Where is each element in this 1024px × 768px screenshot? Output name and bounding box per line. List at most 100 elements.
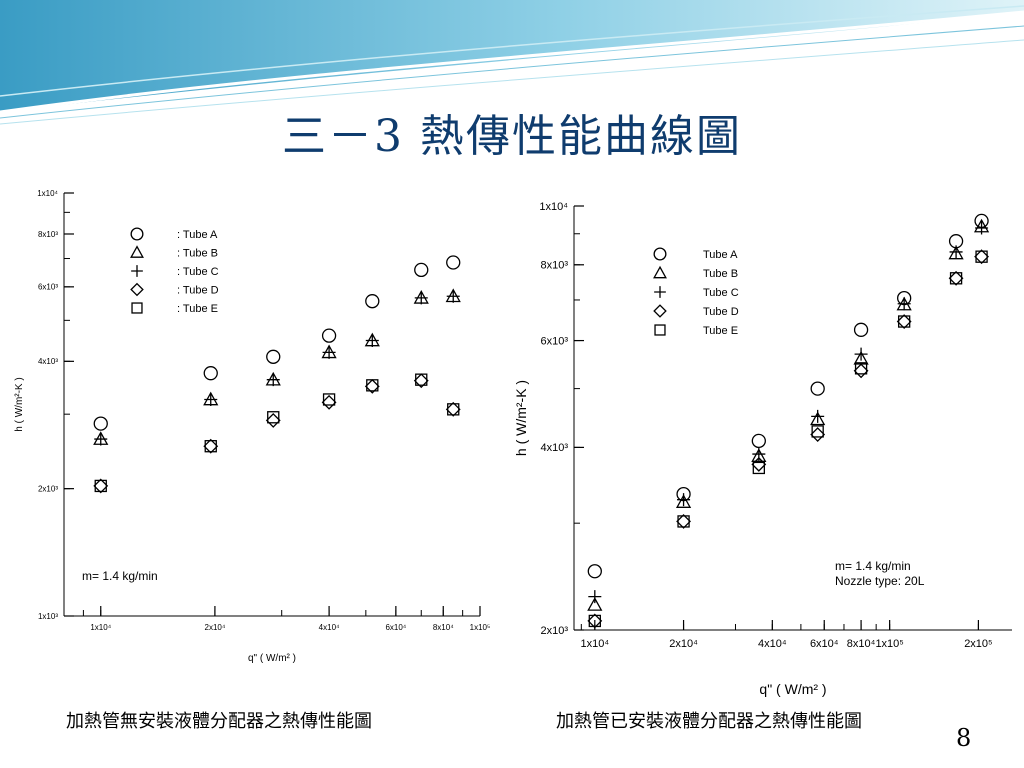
- x-tick-label: 4x10⁴: [758, 638, 787, 650]
- x-tick-label: 1x10⁴: [581, 638, 610, 650]
- data-point: [445, 401, 461, 417]
- data-point: [203, 366, 218, 381]
- legend-label: Tube C: [703, 287, 739, 299]
- caption-left: 加熱管無安裝液體分配器之熱傳性能圖: [66, 711, 372, 732]
- data-point: [93, 478, 109, 494]
- y-tick-label: 1x10⁴: [539, 201, 568, 213]
- chart-annotation: Nozzle type: 20L: [835, 574, 925, 588]
- data-point: [322, 345, 336, 359]
- slide-header-banner: [0, 0, 1024, 130]
- data-point: [94, 479, 107, 493]
- data-point: [321, 328, 337, 343]
- data-point: [365, 294, 380, 309]
- data-point: [975, 221, 989, 235]
- legend-marker: [654, 324, 666, 336]
- data-point: [677, 493, 691, 507]
- x-tick-label: 6x10⁴: [810, 638, 839, 650]
- legend-label: Tube D: [703, 306, 739, 318]
- data-point: [446, 289, 460, 303]
- data-point: [447, 403, 460, 416]
- y-tick-label: 2x10³: [540, 625, 568, 637]
- data-point: [896, 314, 912, 329]
- x-axis-label: q" ( W/m² ): [759, 681, 826, 697]
- data-point: [587, 564, 602, 579]
- y-tick-label: 6x10³: [540, 335, 568, 347]
- data-point: [588, 590, 602, 604]
- data-point: [974, 249, 989, 265]
- series-triangle: [93, 288, 461, 445]
- data-point: [897, 315, 911, 328]
- data-point: [587, 597, 603, 611]
- chart-left-svg: 1x10³ 2x10³ 4x10³ 6x10³ 8x10³ 1x10⁴ 1x10⁴ 2x10⁴…: [14, 189, 491, 664]
- x-tick-label: 2x10⁴: [205, 623, 226, 632]
- data-point: [266, 349, 281, 364]
- data-point: [677, 515, 690, 528]
- y-tick-label: 8x10³: [540, 260, 568, 272]
- x-tick-label: 1x10⁵: [875, 638, 903, 650]
- data-point: [414, 291, 428, 305]
- data-point: [265, 412, 281, 428]
- legend-marker: [130, 227, 144, 241]
- x-tick-label: 6x10⁴: [385, 623, 406, 632]
- chart-right-svg: 2x10³ 4x10³ 6x10³ 8x10³ 1x10⁴ 1x10⁴ 2x10⁴ 4x10⁴…: [513, 201, 1012, 697]
- series-square: [588, 250, 988, 628]
- data-point: [897, 297, 911, 311]
- y-tick-label: 8x10³: [38, 230, 58, 239]
- slide-title: 三－3 熱傳性能曲線圖: [282, 111, 742, 162]
- series-diamond: [587, 249, 989, 629]
- series-diamond: [93, 373, 461, 494]
- legend-label: : Tube C: [177, 266, 219, 278]
- data-point: [810, 381, 825, 396]
- data-point: [93, 416, 108, 431]
- data-point: [949, 272, 963, 285]
- series-plus: [94, 289, 460, 446]
- legend-marker: [654, 286, 666, 298]
- y-tick-label: 4x10³: [38, 357, 58, 366]
- legend-marker: [130, 245, 144, 258]
- chart-without-distributor: 1x10³ 2x10³ 4x10³ 6x10³ 8x10³ 1x10⁴ 1x10⁴ 2x10⁴…: [0, 183, 498, 668]
- series-plus: [588, 221, 989, 604]
- x-axis-label: q" ( W/m² ): [248, 653, 296, 664]
- x-tick-label: 1x10⁵: [470, 623, 491, 632]
- y-axis-label: h ( W/m²-K ): [513, 380, 529, 456]
- y-tick-label: 6x10³: [38, 283, 58, 292]
- legend-label: : Tube D: [177, 284, 219, 296]
- y-tick-label: 1x10⁴: [37, 189, 58, 198]
- legend-marker: [653, 304, 667, 318]
- data-point: [854, 362, 868, 375]
- data-point: [810, 427, 826, 442]
- data-point: [948, 270, 964, 286]
- data-point: [853, 363, 869, 379]
- legend-label: : Tube B: [177, 247, 218, 259]
- y-axis-label: h ( W/m²-K ): [14, 377, 25, 431]
- y-tick-label: 4x10³: [540, 442, 568, 454]
- data-point: [811, 409, 825, 423]
- x-tick-label: 8x10⁴: [847, 638, 876, 650]
- series-circle: [93, 255, 461, 431]
- legend-label: : Tube A: [177, 229, 218, 241]
- legend-label: Tube A: [703, 249, 738, 261]
- chart-with-distributor: 2x10³ 4x10³ 6x10³ 8x10³ 1x10⁴ 1x10⁴ 2x10⁴ 4x10⁴…: [500, 184, 1024, 710]
- data-point: [853, 322, 869, 337]
- data-point: [587, 613, 603, 629]
- data-point: [975, 250, 988, 263]
- chart-annotation: m= 1.4 kg/min: [82, 569, 158, 583]
- legend-marker: [653, 265, 667, 279]
- data-point: [854, 347, 868, 361]
- data-point: [364, 378, 380, 394]
- data-point: [948, 245, 964, 260]
- data-point: [446, 255, 461, 270]
- y-tick-label: 2x10³: [38, 484, 58, 493]
- data-point: [949, 245, 963, 259]
- data-point: [204, 440, 217, 453]
- data-point: [266, 373, 280, 387]
- data-point: [676, 514, 691, 529]
- data-point: [94, 432, 108, 446]
- page-number: 8: [956, 724, 972, 752]
- data-point: [415, 373, 428, 386]
- legend-label: : Tube E: [177, 303, 218, 315]
- data-point: [810, 411, 826, 426]
- series-square: [94, 373, 460, 493]
- data-point: [752, 461, 766, 475]
- data-point: [588, 614, 601, 628]
